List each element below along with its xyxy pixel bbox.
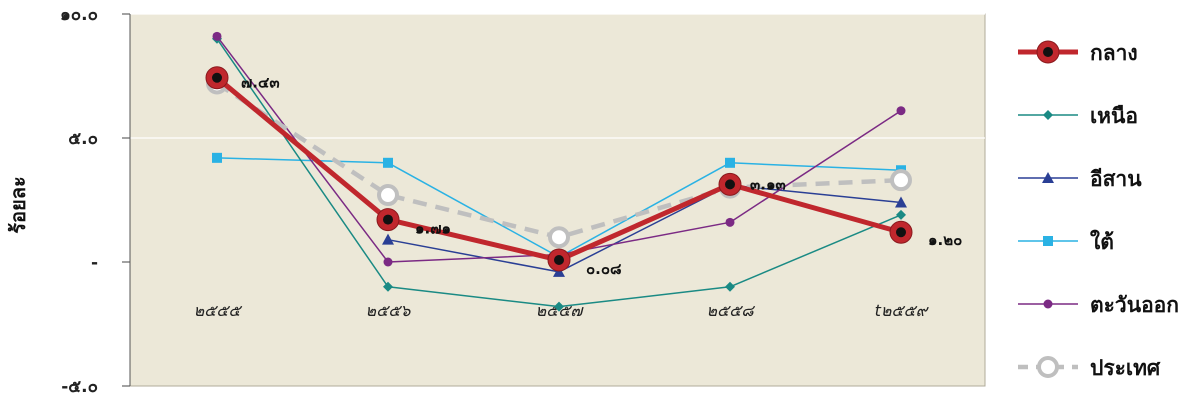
legend-label: ใต้ [1090, 229, 1114, 254]
data-point [383, 257, 393, 267]
data-label: ๗.๔๓ [241, 74, 280, 92]
data-point-center [554, 255, 564, 266]
data-point-center [725, 179, 735, 190]
data-point-center [896, 227, 906, 238]
series-group [205, 31, 913, 312]
x-tick-label: ๒๕๕๕ [194, 301, 243, 320]
legend-item: ตะวันออก [1018, 293, 1179, 317]
data-point [377, 184, 399, 207]
y-tick-label: -๕.๐ [61, 377, 98, 397]
data-point-center [212, 72, 222, 83]
legend-label: อีสาน [1090, 167, 1143, 191]
data-point [890, 169, 912, 192]
data-point [382, 233, 394, 245]
data-point [896, 209, 906, 220]
plot-area [129, 13, 986, 387]
data-point [212, 31, 222, 41]
x-tick-label: ๒๕๕๘ [706, 301, 755, 320]
x-tick-label: t๒๕๕๙ [875, 301, 930, 320]
data-point [548, 226, 570, 249]
legend-label: ประเทศ [1090, 356, 1161, 380]
data-label: ๐.๐๘ [586, 260, 622, 278]
legend-item: กลาง [1018, 40, 1138, 65]
legend-item: ประเทศ [1018, 356, 1161, 380]
data-point-center [383, 214, 393, 225]
data-point [1043, 299, 1053, 309]
x-tick-label: ๒๕๕๖ [366, 301, 412, 320]
data-label: ๑.๗๑ [415, 220, 451, 238]
data-point [383, 157, 393, 168]
y-tick-label: ๑๐.๐ [60, 5, 98, 25]
legend-label: กลาง [1090, 41, 1138, 65]
data-point [896, 106, 906, 116]
legend-item: เหนือ [1018, 104, 1138, 128]
data-point [1037, 356, 1059, 378]
data-point [895, 196, 907, 208]
legend-item: ใต้ [1018, 229, 1114, 254]
series-line [387, 184, 902, 273]
data-point [1042, 172, 1054, 183]
data-label: ๓.๑๓ [750, 175, 786, 193]
y-axis-label: ร้อยละ [6, 176, 30, 233]
legend-label: เหนือ [1090, 104, 1138, 128]
data-point [554, 301, 564, 312]
gridlines [130, 13, 985, 139]
legend-item: อีสาน [1018, 167, 1142, 191]
legend-label: ตะวันออก [1090, 293, 1179, 317]
data-label: ๑.๒๐ [928, 231, 962, 249]
y-tick-label: ๕.๐ [68, 129, 98, 149]
data-point [1043, 236, 1053, 246]
series-1 [205, 66, 913, 272]
data-point [212, 152, 222, 163]
data-point [725, 157, 735, 168]
data-point [725, 281, 735, 292]
y-axis-ticks: ๑๐.๐๕.๐ - -๕.๐ [60, 5, 131, 397]
data-point [725, 217, 735, 227]
data-point-center [1043, 47, 1053, 57]
data-labels: ๗.๔๓๑.๗๑๐.๐๘ ๓.๑๓๑.๒๐ [241, 74, 962, 278]
y-tick-label: - [91, 253, 98, 273]
data-point [1043, 110, 1053, 120]
data-point [383, 281, 393, 292]
